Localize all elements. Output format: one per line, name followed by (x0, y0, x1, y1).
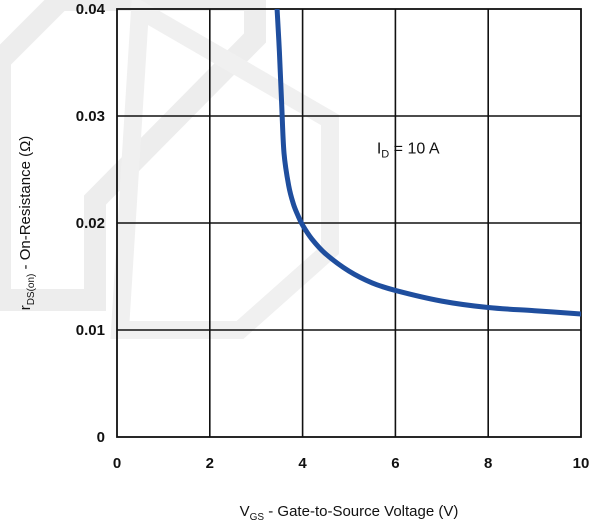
annotation-main: I (377, 140, 381, 157)
series-line (274, 9, 581, 317)
x-tick-label: 2 (206, 455, 214, 472)
y-axis-title-main: r (17, 305, 34, 310)
x-tick-label: 10 (573, 455, 590, 472)
x-axis-title-rest: - Gate-to-Source Voltage (V) (264, 503, 458, 520)
y-axis-title-rest: - On-Resistance (Ω) (17, 136, 34, 274)
y-tick-label: 0 (97, 429, 105, 446)
x-tick-label: 0 (113, 455, 121, 472)
annotation-rest: = 10 A (389, 140, 440, 157)
plot-frame (116, 8, 582, 438)
x-axis-title-main: V (240, 503, 250, 520)
y-tick-label: 0.04 (76, 1, 106, 18)
y-tick-label: 0.01 (76, 322, 105, 339)
watermark (0, 0, 339, 339)
series-layer (274, 9, 581, 317)
x-tick-label: 8 (484, 455, 492, 472)
x-axis-title: VGS - Gate-to-Source Voltage (V) (240, 503, 459, 523)
y-tick-label: 0.02 (76, 215, 105, 232)
y-axis-title-subscript: DS(on) (26, 274, 37, 306)
annotation-label: ID = 10 A (377, 140, 440, 160)
x-tick-label: 6 (391, 455, 399, 472)
grid (117, 9, 581, 437)
x-tick-label: 4 (298, 455, 307, 472)
y-tick-labels: 0 0.01 0.02 0.03 0.04 (76, 1, 106, 446)
y-axis-title: rDS(on) - On-Resistance (Ω) (17, 136, 37, 311)
x-axis-title-subscript: GS (250, 512, 265, 523)
annotation-subscript: D (381, 148, 389, 160)
y-tick-label: 0.03 (76, 108, 105, 125)
x-tick-labels: 0 2 4 6 8 10 (113, 455, 590, 472)
